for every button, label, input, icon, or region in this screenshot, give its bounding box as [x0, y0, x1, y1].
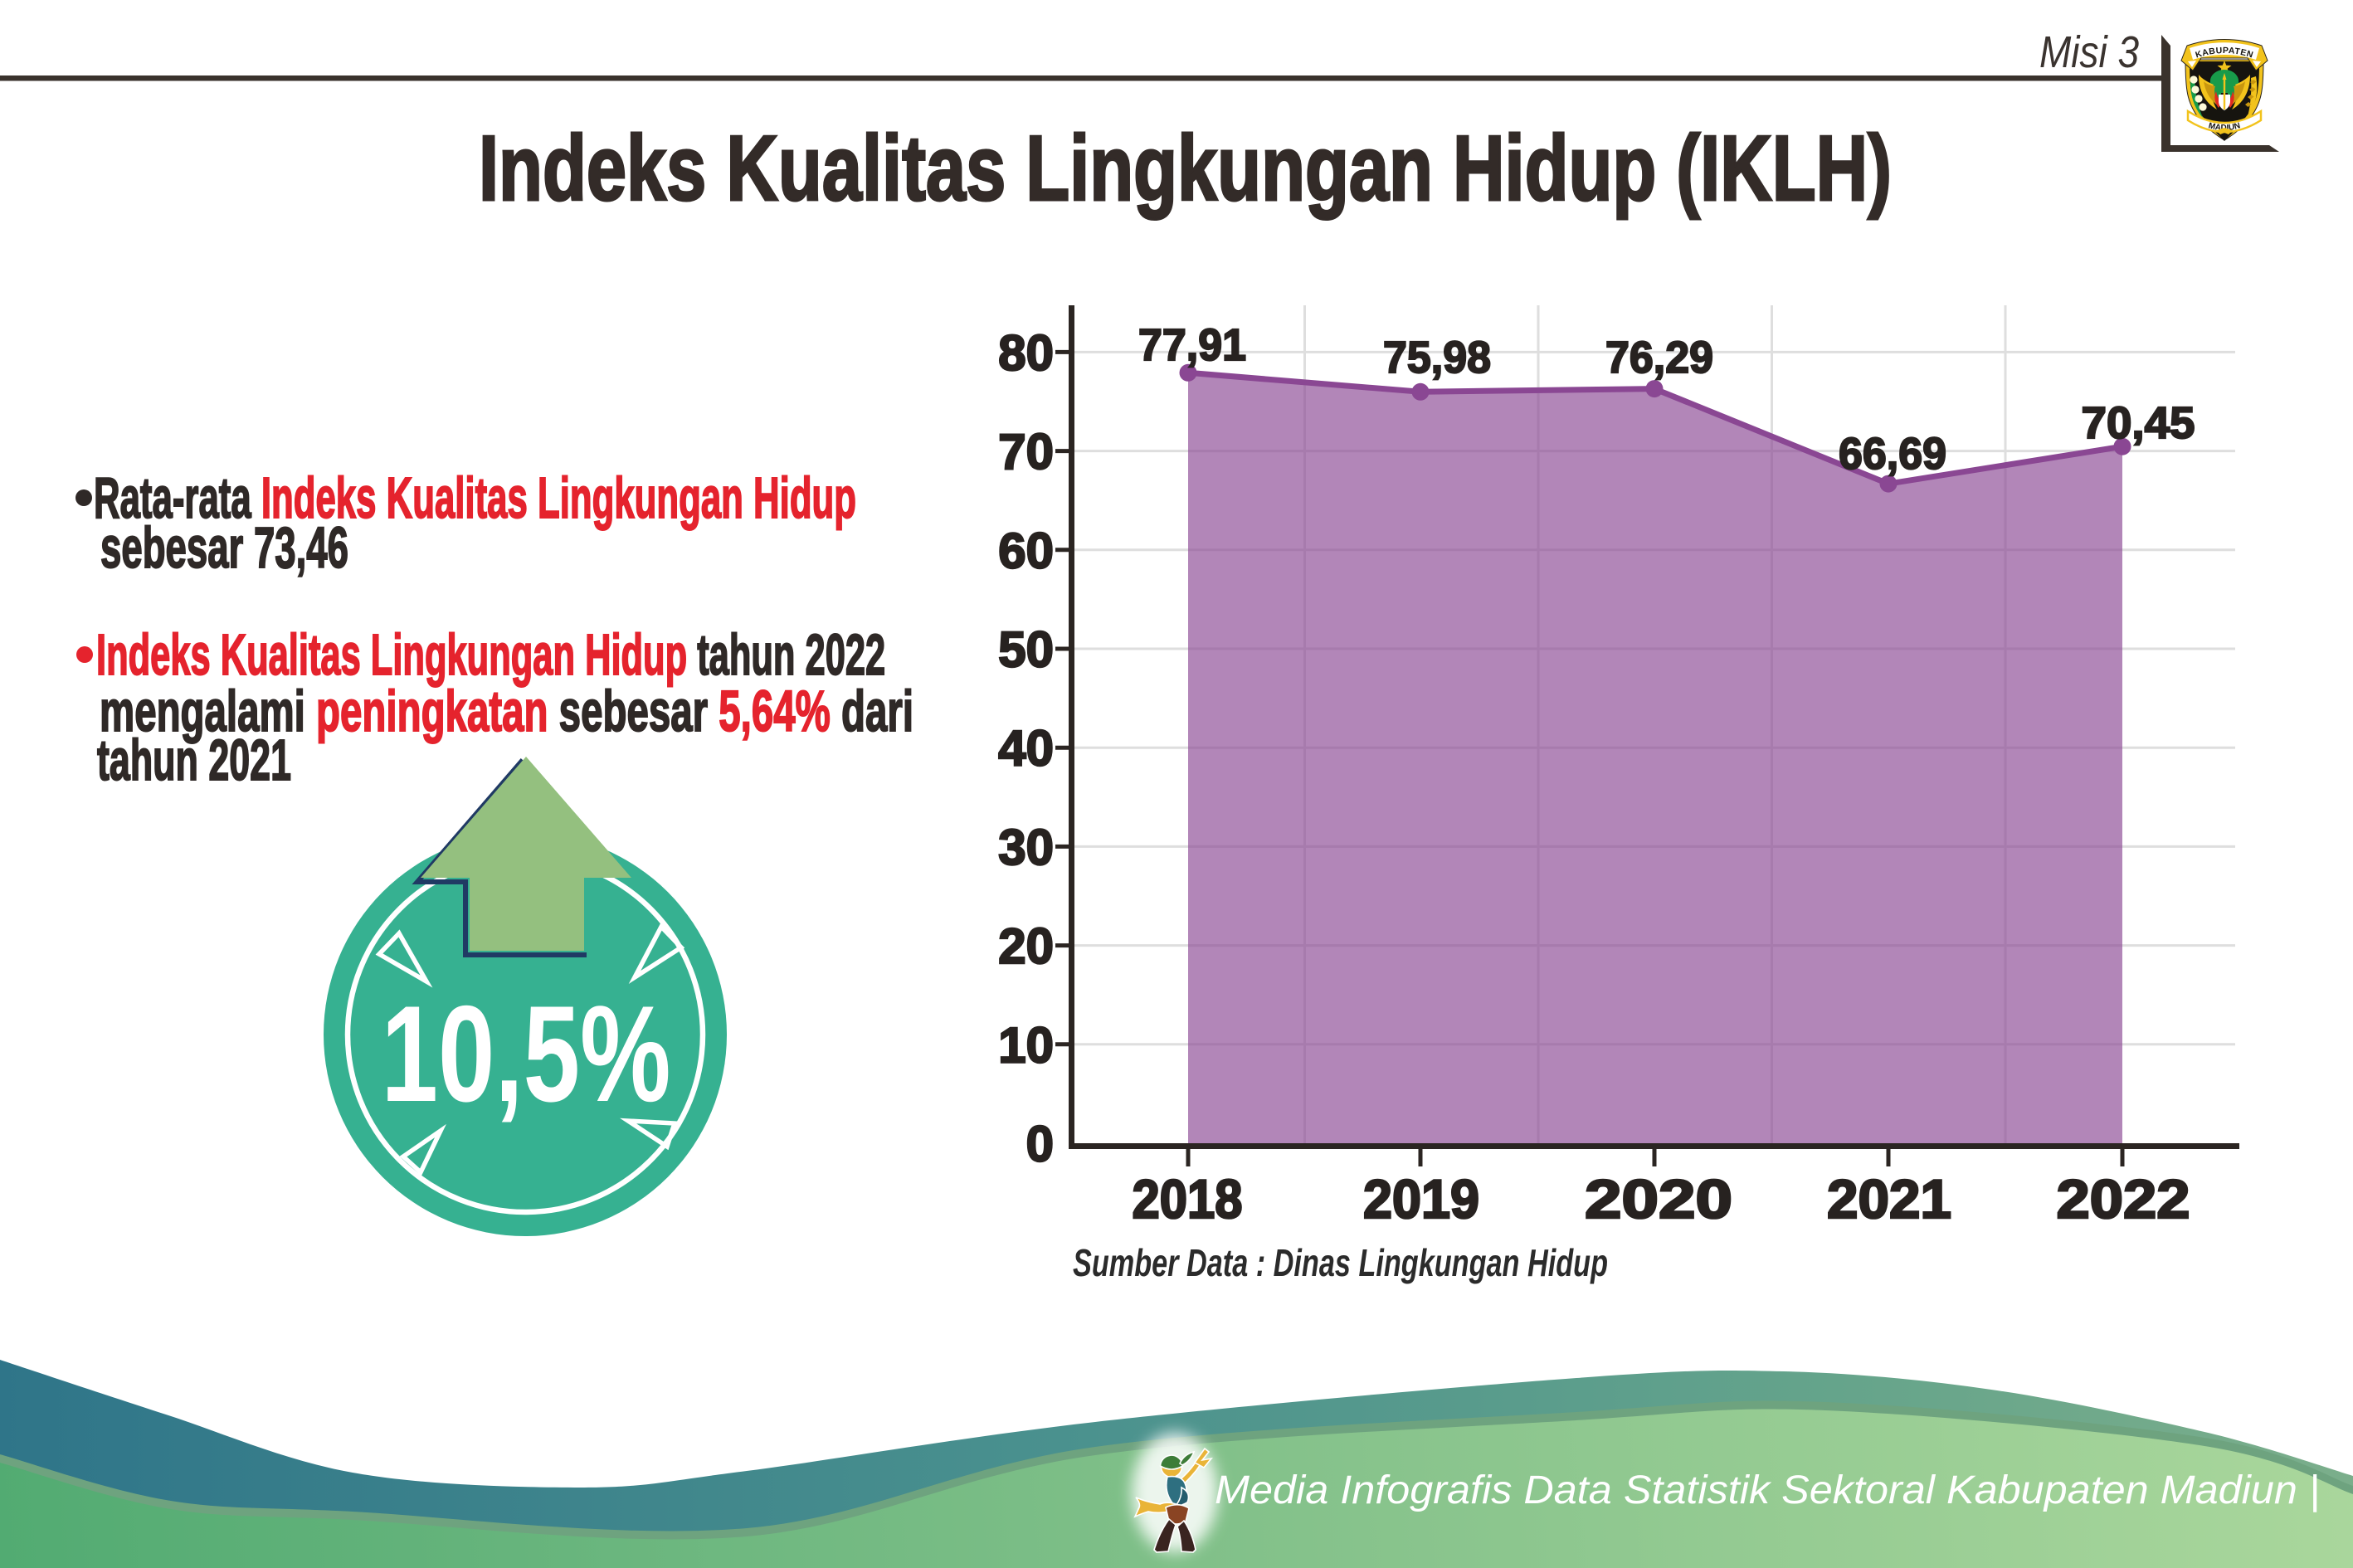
svg-text:Sumber Data : Dinas Lingkungan: Sumber Data : Dinas Lingkungan Hidup	[1073, 1241, 1608, 1284]
svg-text:75,98: 75,98	[1383, 333, 1491, 382]
svg-text:70: 70	[998, 424, 1054, 480]
svg-text:20: 20	[998, 918, 1054, 974]
svg-text:0: 0	[1026, 1117, 1054, 1172]
svg-text:2021: 2021	[1827, 1168, 1951, 1230]
svg-text:50: 50	[998, 622, 1054, 678]
svg-text:Media Infografis Data Statisti: Media Infografis Data Statistik Sektoral…	[1215, 1468, 2320, 1512]
svg-text:30: 30	[998, 820, 1054, 875]
svg-text:60: 60	[998, 523, 1054, 578]
svg-text:77,91: 77,91	[1138, 320, 1246, 370]
svg-text:2018: 2018	[1133, 1168, 1243, 1230]
svg-text:2022: 2022	[2057, 1168, 2190, 1230]
svg-text:MADIUN: MADIUN	[2208, 121, 2242, 133]
svg-text:70,45: 70,45	[2082, 398, 2195, 448]
svg-text:2019: 2019	[1363, 1168, 1479, 1230]
svg-text:66,69: 66,69	[1839, 429, 1946, 479]
svg-text:80: 80	[998, 325, 1054, 381]
svg-text:KABUPATEN: KABUPATEN	[2195, 46, 2255, 61]
svg-text:76,29: 76,29	[1605, 333, 1713, 382]
svg-text:2020: 2020	[1585, 1168, 1732, 1230]
svg-text:40: 40	[998, 721, 1054, 777]
svg-text:Misi 3: Misi 3	[2039, 27, 2139, 77]
svg-text:10,5%: 10,5%	[382, 977, 671, 1130]
svg-text:10: 10	[998, 1017, 1054, 1073]
